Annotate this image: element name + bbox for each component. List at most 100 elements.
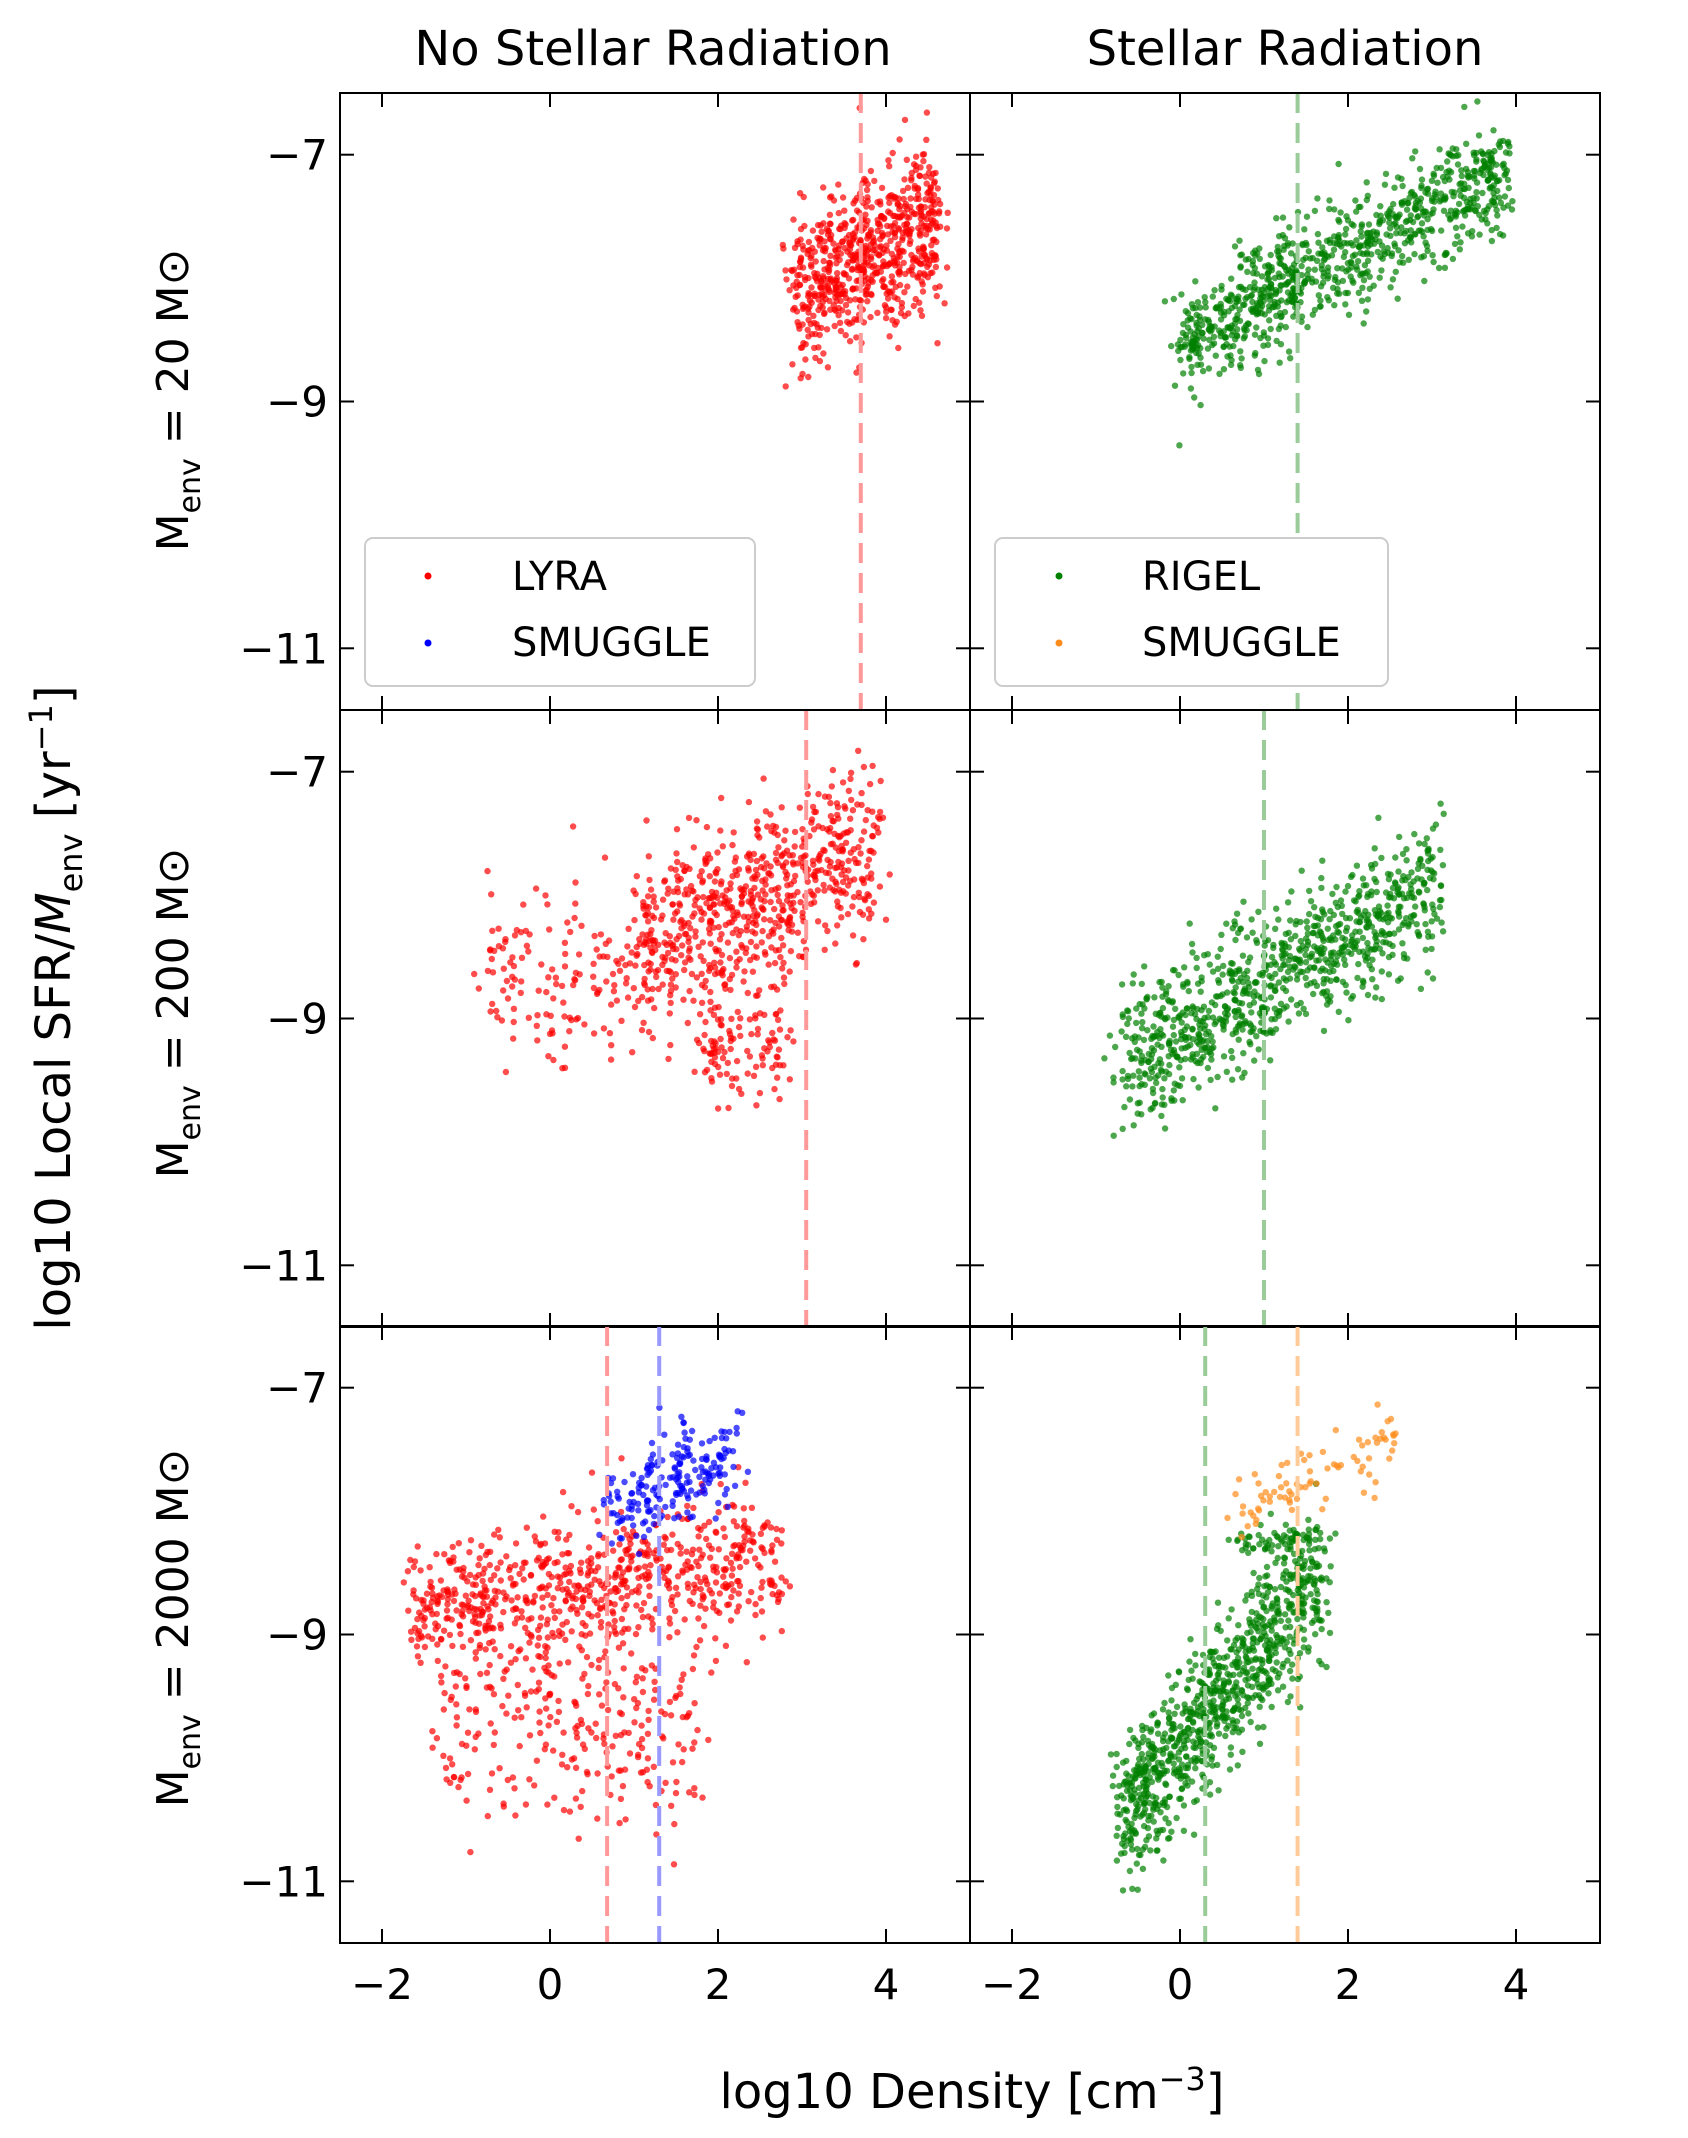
scatter-point-rigel (1335, 231, 1343, 239)
scatter-point-smuggle (688, 1427, 696, 1435)
scatter-point-lyra (812, 258, 819, 265)
scatter-point-lyra (782, 827, 789, 834)
scatter-point-rigel (1178, 291, 1185, 298)
scatter-point-lyra (779, 942, 787, 949)
scatter-point-lyra (500, 1675, 507, 1683)
scatter-point-lyra (476, 1641, 484, 1649)
scatter-point-lyra (543, 1011, 550, 1018)
scatter-point-lyra (484, 1548, 491, 1556)
scatter-point-lyra (829, 766, 837, 774)
scatter-point-rigel (1304, 930, 1312, 937)
scatter-point-rigel (1320, 1027, 1328, 1035)
scatter-point-lyra (674, 1591, 681, 1598)
scatter-point-rigel (1159, 1094, 1166, 1101)
scatter-point-rigel (1289, 240, 1296, 247)
scatter-point-rigel (1255, 370, 1263, 378)
scatter-point-lyra (643, 1550, 651, 1558)
scatter-point-lyra (690, 1504, 697, 1512)
scatter-point-rigel (1361, 262, 1369, 269)
scatter-point-lyra (869, 762, 876, 770)
scatter-point-rigel (1284, 968, 1292, 976)
scatter-point-lyra (447, 1779, 454, 1787)
scatter-point-rigel (1379, 950, 1386, 957)
scatter-point-rigel (1283, 281, 1290, 288)
scatter-point-rigel (1176, 1064, 1183, 1071)
scatter-point-lyra (620, 1525, 627, 1533)
scatter-point-lyra (611, 1628, 618, 1635)
scatter-point-lyra (815, 790, 822, 798)
scatter-point-lyra (835, 209, 842, 217)
scatter-point-lyra (618, 955, 626, 962)
scatter-point-rigel (1420, 901, 1428, 908)
scatter-point-rigel (1339, 910, 1346, 918)
scatter-point-rigel (1349, 936, 1356, 944)
scatter-point-lyra (865, 856, 873, 863)
scatter-point-rigel (1194, 361, 1201, 368)
scatter-point-rigel (1243, 934, 1251, 941)
scatter-point-rigel (1391, 879, 1399, 886)
scatter-point-rigel (1261, 283, 1269, 291)
scatter-point-lyra (740, 890, 748, 897)
scatter-point-rigel (1475, 132, 1483, 139)
scatter-point-rigel (1496, 194, 1503, 201)
scatter-point-smuggle (643, 1483, 650, 1490)
scatter-point-rigel (1301, 226, 1308, 233)
scatter-point-lyra (712, 1579, 720, 1586)
scatter-point-lyra (612, 1529, 620, 1536)
scatter-point-lyra (759, 877, 766, 884)
scatter-point-rigel (1165, 1070, 1173, 1078)
scatter-point-rigel (1421, 907, 1429, 914)
scatter-point-lyra (907, 195, 914, 202)
scatter-point-rigel (1282, 323, 1290, 331)
scatter-point-lyra (561, 1013, 568, 1020)
scatter-point-lyra (761, 1011, 768, 1018)
scatter-point-lyra (731, 858, 739, 865)
scatter-point-lyra (805, 333, 812, 340)
scatter-point-rigel (1423, 835, 1431, 842)
scatter-point-lyra (849, 932, 857, 939)
scatter-point-lyra (840, 830, 847, 837)
scatter-point-lyra (559, 1621, 566, 1628)
scatter-point-lyra (596, 953, 603, 960)
scatter-point-rigel (1159, 1004, 1167, 1012)
scatter-point-rigel (1260, 342, 1267, 349)
scatter-point-rigel (1285, 1018, 1292, 1025)
scatter-point-lyra (801, 276, 809, 284)
scatter-point-rigel (1251, 979, 1259, 986)
scatter-point-rigel (1411, 830, 1418, 838)
scatter-point-rigel (1376, 274, 1383, 281)
scatter-point-lyra (849, 807, 857, 814)
scatter-point-lyra (639, 1675, 646, 1682)
scatter-point-rigel (1355, 960, 1362, 968)
scatter-point-rigel (1251, 1057, 1258, 1064)
scatter-point-rigel (1373, 984, 1380, 991)
scatter-point-rigel (1141, 1081, 1149, 1089)
scatter-point-lyra (410, 1563, 417, 1571)
scatter-point-rigel (1320, 1545, 1328, 1552)
scatter-point-lyra (895, 225, 902, 232)
scatter-point-rigel (1403, 846, 1410, 853)
scatter-point-lyra (715, 1546, 722, 1553)
scatter-point-lyra (560, 1729, 567, 1736)
scatter-point-rigel (1192, 278, 1199, 285)
scatter-point-rigel (1407, 234, 1414, 241)
scatter-point-rigel (1192, 1765, 1199, 1772)
scatter-point-rigel (1109, 1772, 1117, 1779)
scatter-point-lyra (933, 292, 940, 300)
scatter-point-lyra (720, 1525, 727, 1532)
scatter-point-lyra (537, 1584, 545, 1592)
scatter-point-lyra (738, 941, 745, 949)
scatter-point-rigel (1470, 199, 1477, 207)
scatter-point-rigel (1306, 887, 1313, 895)
scatter-point-smuggle (676, 1469, 683, 1476)
scatter-point-lyra (824, 927, 831, 935)
scatter-point-rigel (1305, 266, 1312, 273)
scatter-point-rigel (1435, 264, 1443, 272)
scatter-point-lyra (629, 1049, 636, 1056)
scatter-point-lyra (636, 1583, 643, 1590)
scatter-point-lyra (767, 1524, 775, 1531)
scatter-point-smuggle (621, 1478, 628, 1486)
scatter-point-lyra (707, 940, 714, 947)
scatter-point-lyra (867, 253, 875, 260)
scatter-point-rigel (1168, 342, 1175, 350)
